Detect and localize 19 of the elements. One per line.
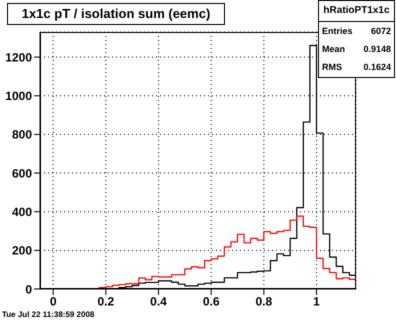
x-tick-label: 0.4 xyxy=(150,294,168,309)
y-tick-label: 400 xyxy=(12,204,32,219)
text: Entries 6072 xyxy=(322,26,391,36)
y-tick-label: 200 xyxy=(12,244,32,258)
y-tick-label: 0 xyxy=(25,282,32,296)
y-tick-label: 800 xyxy=(12,128,32,142)
x-tick-label: 0.2 xyxy=(97,294,114,309)
y-tick-label: 600 xyxy=(12,166,32,180)
x-tick-label: 0.6 xyxy=(202,294,220,309)
text: Mean 0.9148 xyxy=(322,44,391,54)
y-tick-label: 1200 xyxy=(5,50,32,64)
x-tick-label: 0 xyxy=(50,294,57,309)
text: hRatioPT1x1c xyxy=(319,1,394,22)
text: RMS 0.1624 xyxy=(322,62,391,72)
x-tick-label: 0.8 xyxy=(255,294,272,309)
chart-title: 1x1c pT / isolation sum (eemc) xyxy=(7,3,225,25)
text: Tue Jul 22 11:38:59 2008 xyxy=(2,310,94,319)
y-tick-label: 1000 xyxy=(5,89,32,104)
x-tick-label: 1 xyxy=(313,294,320,309)
